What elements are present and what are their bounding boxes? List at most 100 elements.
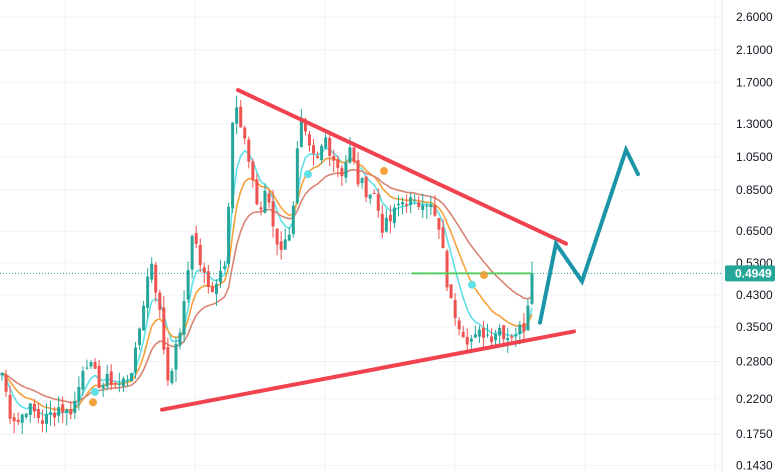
candle	[259, 201, 263, 216]
candle	[255, 173, 259, 206]
resistance-trendline	[236, 88, 568, 246]
candle	[530, 261, 534, 306]
candle	[364, 175, 368, 203]
candle	[194, 225, 198, 249]
candle	[392, 203, 396, 228]
candle	[218, 259, 222, 289]
candle	[40, 409, 44, 433]
price-axis[interactable]: 2.6000 2.1000 1.7000 1.3000 1.0500 0.8500 0.65…	[736, 10, 773, 472]
candle	[214, 279, 218, 306]
candle	[263, 183, 267, 214]
candle	[453, 293, 457, 326]
candle	[174, 336, 178, 383]
signal-dot	[480, 270, 488, 279]
candle	[150, 257, 154, 284]
candle	[526, 298, 530, 331]
candle	[61, 396, 65, 424]
candle	[340, 164, 344, 187]
price-tick-label: 0.2200	[736, 392, 773, 406]
candle	[312, 138, 316, 166]
candle	[24, 412, 28, 420]
price-tick-label: 1.0500	[736, 150, 773, 164]
candle	[372, 189, 376, 195]
candle	[421, 193, 425, 218]
candle	[494, 329, 498, 346]
candle	[93, 358, 97, 370]
candle	[437, 217, 441, 240]
candle	[332, 149, 336, 173]
candle	[223, 260, 227, 270]
candle	[405, 194, 409, 213]
candle	[457, 317, 461, 336]
candle	[69, 401, 73, 420]
candle	[154, 261, 158, 302]
ema-slow-line	[1, 168, 533, 404]
candle	[413, 194, 417, 205]
candle	[336, 155, 340, 178]
candle	[251, 158, 255, 188]
candle	[485, 323, 489, 338]
candle	[510, 333, 514, 343]
candle	[32, 399, 36, 419]
price-tick-label: 0.6500	[736, 224, 773, 238]
candle	[490, 328, 494, 346]
candle	[190, 234, 194, 279]
candle	[28, 403, 32, 423]
candle	[522, 313, 526, 342]
candle	[461, 325, 465, 338]
candle	[275, 228, 279, 256]
price-tick-label: 1.7000	[736, 76, 773, 90]
candle	[178, 328, 182, 350]
candle	[20, 413, 24, 435]
candle	[109, 364, 113, 391]
price-tick-label: 2.1000	[736, 43, 773, 57]
candle	[186, 261, 190, 303]
candle	[210, 281, 214, 293]
candle	[481, 320, 485, 348]
candle	[125, 374, 129, 387]
signal-dot	[380, 166, 388, 175]
candle	[235, 95, 239, 135]
candle	[65, 408, 69, 426]
candle	[356, 151, 360, 187]
candle	[121, 376, 125, 393]
candle	[138, 327, 142, 351]
candle	[409, 193, 413, 214]
candle	[243, 125, 247, 145]
chart-grid	[0, 0, 722, 472]
candle	[267, 189, 271, 208]
candle	[473, 325, 477, 338]
candle	[158, 289, 162, 318]
projection-arrow	[538, 144, 640, 325]
candle	[73, 391, 77, 420]
price-tick-label: 0.2800	[736, 354, 773, 368]
candle	[53, 406, 57, 427]
candle	[279, 231, 283, 260]
candle	[445, 248, 449, 292]
support-trendline	[160, 329, 576, 412]
candle	[287, 227, 291, 242]
candle	[425, 202, 429, 219]
candle	[449, 284, 453, 299]
candle	[316, 151, 320, 159]
candle	[441, 219, 445, 249]
ema-fast-line	[1, 146, 533, 416]
candlestick-series	[0, 95, 534, 435]
moving-averages	[1, 146, 533, 416]
candle	[380, 204, 384, 239]
candle	[502, 325, 506, 344]
candle	[360, 177, 364, 189]
candle	[388, 205, 392, 234]
candle	[8, 385, 12, 425]
candle	[117, 372, 121, 393]
price-tick-label: 0.3500	[736, 320, 773, 334]
candle	[97, 359, 101, 389]
candle	[162, 296, 166, 355]
candle	[85, 359, 89, 370]
signal-dot	[304, 170, 312, 179]
signal-dot	[89, 398, 97, 407]
candle	[16, 412, 20, 426]
candle	[129, 372, 133, 382]
candle	[328, 134, 332, 167]
